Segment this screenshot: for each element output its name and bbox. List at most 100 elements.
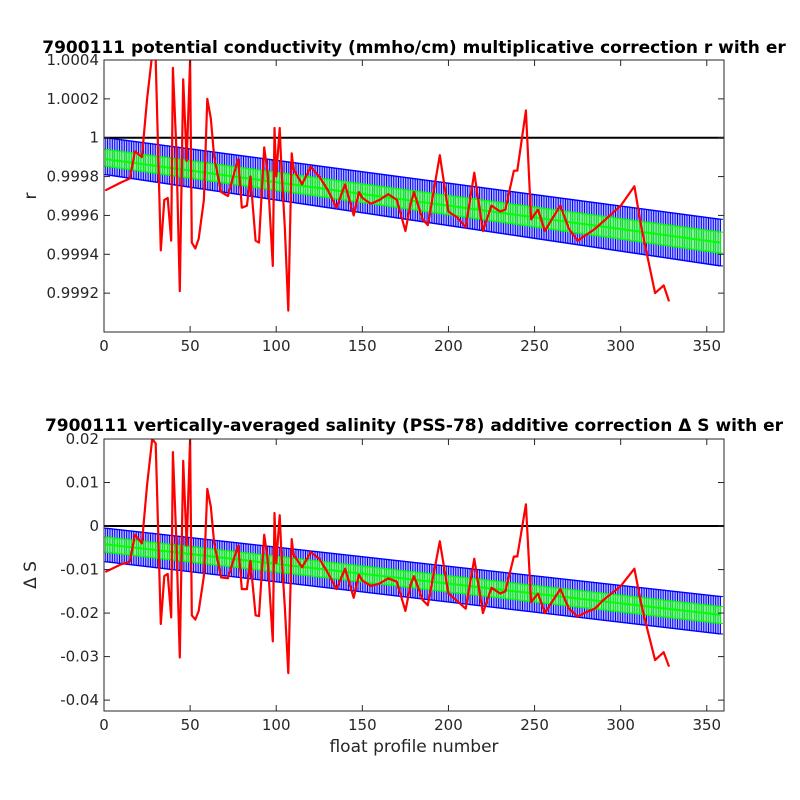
y-tick-label: -0.03 bbox=[60, 648, 99, 666]
correction-data-point bbox=[404, 610, 407, 612]
y-tick-label: 1.0002 bbox=[47, 90, 100, 108]
fit-center-line bbox=[105, 158, 721, 244]
correction-data-point bbox=[172, 451, 174, 453]
correction-data-point bbox=[203, 199, 205, 201]
correction-data-point bbox=[278, 514, 281, 516]
correction-data-point bbox=[194, 247, 197, 250]
correction-data-point bbox=[482, 612, 484, 614]
correction-data-point bbox=[513, 555, 515, 558]
correction-data-point bbox=[278, 127, 281, 129]
correction-data-point bbox=[499, 592, 501, 595]
correction-data-point bbox=[141, 156, 143, 158]
correction-data-point bbox=[404, 230, 407, 232]
correction-data-point bbox=[525, 109, 527, 112]
correction-data-point bbox=[327, 572, 329, 574]
correction-data-point bbox=[559, 588, 562, 590]
correction-data-point bbox=[182, 459, 185, 462]
x-tick-label: 300 bbox=[606, 337, 635, 355]
correction-data-point bbox=[275, 562, 278, 564]
correction-data-point bbox=[129, 177, 131, 180]
correction-data-point bbox=[163, 575, 166, 577]
correction-data-point bbox=[387, 577, 389, 580]
correction-data-point bbox=[273, 512, 276, 514]
correction-data-point bbox=[413, 191, 415, 193]
x-tick-label: 100 bbox=[262, 337, 291, 355]
correction-data-point bbox=[280, 551, 283, 553]
chart-title: 7900111 vertically-averaged salinity (PS… bbox=[45, 416, 784, 436]
correction-data-point bbox=[395, 580, 398, 583]
correction-data-point bbox=[292, 168, 295, 170]
correction-data-point bbox=[213, 156, 216, 158]
correction-data-point bbox=[633, 185, 636, 188]
correction-data-point bbox=[246, 204, 248, 207]
correction-data-point bbox=[464, 226, 467, 228]
axes-box bbox=[103, 59, 725, 333]
y-tick-label: -0.01 bbox=[60, 561, 99, 579]
correction-data-point bbox=[209, 117, 212, 120]
correction-data-point bbox=[175, 146, 178, 149]
correction-data-point bbox=[301, 566, 303, 569]
correction-data-point bbox=[439, 154, 441, 156]
correction-data-point bbox=[175, 538, 178, 540]
correction-data-point bbox=[246, 588, 248, 590]
correction-data-point bbox=[358, 191, 360, 193]
x-tick-label: 50 bbox=[181, 337, 200, 355]
correction-data-point bbox=[120, 563, 123, 566]
correction-data-point bbox=[240, 588, 243, 590]
correction-data-point bbox=[237, 158, 240, 160]
correction-data-point bbox=[166, 197, 169, 199]
correction-data-point bbox=[456, 600, 458, 602]
correction-data-point bbox=[227, 195, 229, 197]
correction-data-point bbox=[178, 656, 181, 659]
correction-series-points bbox=[104, 439, 670, 674]
y-tick-label: 0.01 bbox=[66, 474, 99, 492]
correction-data-point bbox=[178, 290, 181, 293]
correction-data-point bbox=[352, 214, 355, 217]
correction-data-point bbox=[160, 623, 162, 625]
correction-data-point bbox=[647, 631, 650, 634]
correction-data-point bbox=[232, 560, 234, 562]
x-tick-label: 200 bbox=[434, 716, 463, 734]
correction-data-point bbox=[271, 265, 274, 267]
correction-data-point bbox=[197, 237, 200, 240]
correction-data-point bbox=[182, 78, 185, 81]
y-tick-label: -0.04 bbox=[60, 691, 99, 709]
x-tick-label: 300 bbox=[606, 716, 635, 734]
chart-title: 7900111 potential conductivity (mmho/cm)… bbox=[42, 38, 786, 58]
x-tick-label: 250 bbox=[520, 716, 549, 734]
correction-data-point bbox=[191, 241, 193, 244]
correction-data-point bbox=[409, 202, 412, 205]
correction-data-point bbox=[120, 181, 123, 184]
correction-data-point bbox=[537, 208, 539, 211]
correction-data-point bbox=[530, 601, 532, 603]
correction-data-point bbox=[447, 592, 450, 595]
correction-data-point bbox=[318, 557, 321, 560]
correction-data-point bbox=[163, 199, 166, 201]
correction-data-point bbox=[640, 226, 643, 228]
correction-data-point bbox=[206, 98, 209, 100]
correction-data-point bbox=[430, 204, 433, 207]
chart-panel-1: 0 50 100 150 200 250 300 350 0.9992 0.9994 0.9996 0… bbox=[21, 38, 786, 355]
correction-data-point bbox=[166, 573, 169, 575]
correction-data-point bbox=[287, 672, 290, 674]
correction-data-point bbox=[309, 551, 312, 553]
correction-data-point bbox=[490, 587, 493, 589]
correction-data-point bbox=[263, 146, 265, 149]
correction-data-point bbox=[619, 204, 622, 207]
correction-data-point bbox=[550, 601, 553, 603]
correction-data-point bbox=[160, 249, 162, 252]
correction-data-point bbox=[292, 553, 295, 556]
correction-data-point bbox=[170, 616, 172, 619]
chart-panel-2: 0 50 100 150 200 250 300 350 -0.04 -0.03 -0.02 -0.0… bbox=[21, 416, 784, 757]
correction-data-point bbox=[409, 583, 412, 586]
correction-data-point bbox=[318, 175, 321, 178]
correction-data-point bbox=[559, 204, 562, 207]
correction-data-point bbox=[197, 610, 200, 612]
correction-data-point bbox=[516, 555, 519, 558]
correction-data-point bbox=[439, 540, 441, 543]
correction-data-point bbox=[576, 239, 579, 242]
x-tick-label: 0 bbox=[99, 337, 109, 355]
correction-data-point bbox=[104, 570, 107, 573]
correction-data-point bbox=[327, 189, 329, 191]
